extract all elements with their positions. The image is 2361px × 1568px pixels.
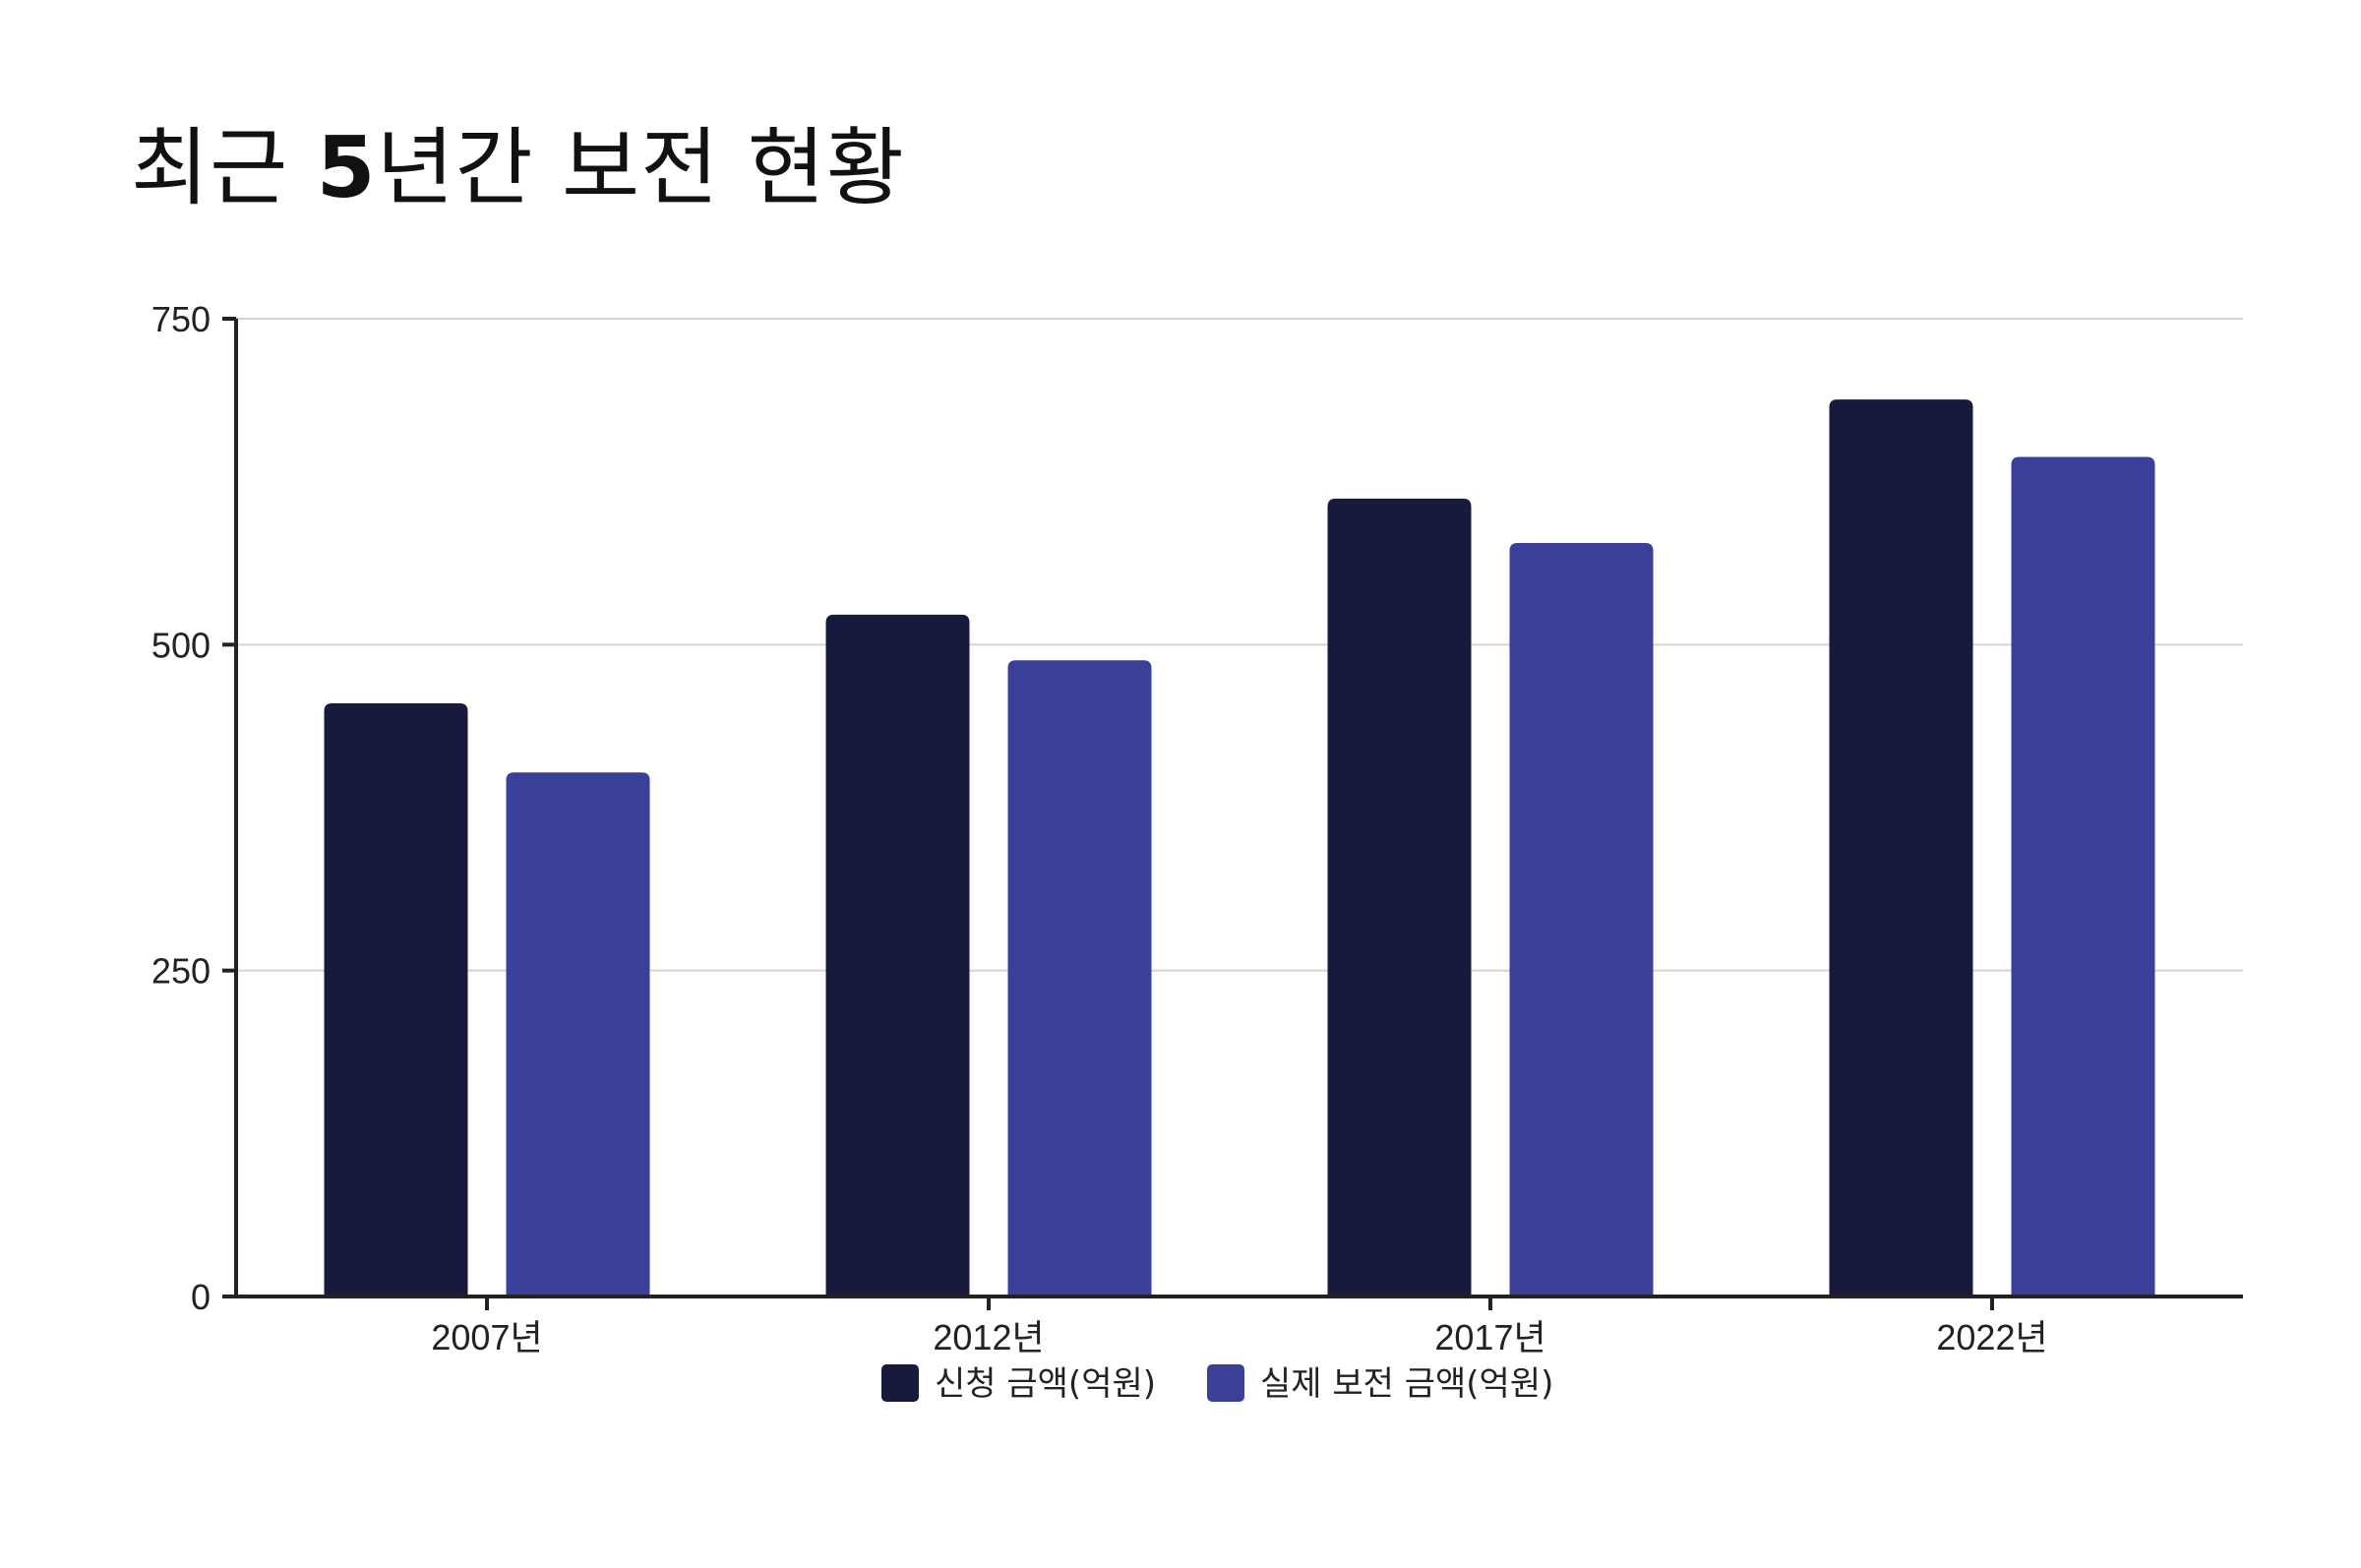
y-axis-ticks: 0 250 500 750 — [151, 299, 236, 1317]
legend-label: 신청 금액(억원) — [935, 1364, 1156, 1404]
legend: 신청 금액(억원) 실제 보전 금액(억원) — [881, 1364, 1553, 1404]
x-tick-label: 2022년 — [1936, 1317, 2047, 1357]
y-tick-label: 250 — [151, 951, 211, 992]
axes — [234, 319, 2243, 1298]
bar-applied-2 — [1327, 498, 1472, 1297]
x-axis-ticks: 2007년 2012년 2017년 2022년 — [431, 1297, 2048, 1357]
bar-actual-0 — [506, 772, 650, 1297]
x-tick-label: 2012년 — [933, 1317, 1044, 1357]
bar-actual-3 — [2011, 456, 2155, 1297]
bars — [324, 399, 2155, 1297]
legend-label: 실제 보전 금액(억원) — [1260, 1364, 1553, 1404]
bar-actual-1 — [1007, 660, 1152, 1297]
legend-swatch — [1207, 1364, 1244, 1402]
y-tick-label: 500 — [151, 625, 211, 665]
bar-actual-2 — [1509, 542, 1654, 1297]
y-tick-label: 0 — [191, 1277, 211, 1317]
chart-title: 최근 5년간 보전 현황 — [131, 119, 905, 217]
bar-applied-0 — [324, 702, 468, 1297]
x-tick-label: 2007년 — [431, 1317, 542, 1357]
bar-applied-3 — [1829, 399, 1973, 1297]
legend-swatch — [881, 1364, 919, 1402]
x-tick-label: 2017년 — [1434, 1317, 1545, 1357]
y-tick-label: 750 — [151, 299, 211, 339]
bar-applied-1 — [825, 614, 970, 1297]
